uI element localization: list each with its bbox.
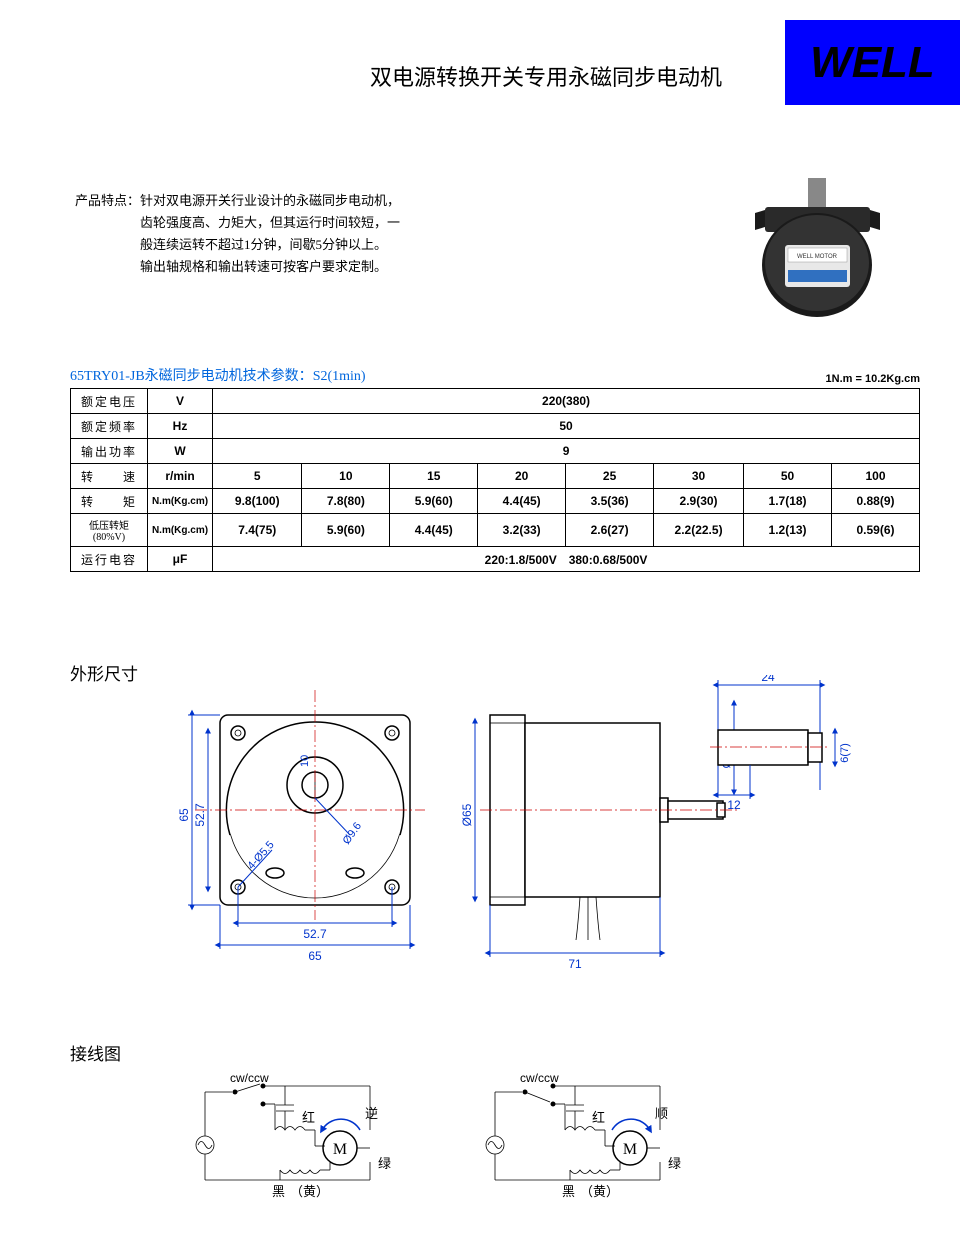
rev-label: 逆 [365, 1106, 378, 1121]
speed-cell: 10 [302, 464, 390, 489]
unit-cell: N.m(Kg.cm) [147, 489, 212, 514]
brand-logo: WELL [785, 20, 960, 105]
spec-title-text: 65TRY01-JB永磁同步电动机技术参数： [70, 369, 313, 384]
power-value: 9 [213, 439, 920, 464]
red-label: 红 [592, 1110, 605, 1125]
dim-527v: 52.7 [193, 803, 207, 827]
lowv-torque-cell: 5.9(60) [302, 514, 390, 547]
dimensions-heading: 外形尺寸 [70, 660, 138, 685]
torque-cell: 9.8(100) [213, 489, 302, 514]
speed-cell: 5 [213, 464, 302, 489]
lowv-torque-cell: 7.4(75) [213, 514, 302, 547]
lowv-torque-cell: 0.59(6) [831, 514, 919, 547]
torque-cell: 5.9(60) [390, 489, 478, 514]
lowv-torque-cell: 1.2(13) [744, 514, 832, 547]
wiring-heading: 接线图 [70, 1040, 121, 1065]
black-label: 黑 [562, 1184, 575, 1199]
dim-10: 10 [299, 755, 311, 767]
red-label: 红 [302, 1110, 315, 1125]
unit-conversion-note: 1N.m = 10.2Kg.cm [826, 373, 920, 385]
dim-24: 24 [761, 675, 775, 684]
lowv-torque-cell: 3.2(33) [478, 514, 566, 547]
product-photo: WELL MOTOR [750, 175, 885, 325]
lowv-torque-cell: 2.2(22.5) [654, 514, 744, 547]
speed-cell: 20 [478, 464, 566, 489]
cwccw-label: cw/ccw [520, 1071, 559, 1085]
yellow-label: （黄） [290, 1184, 329, 1199]
dim-65v: 65 [177, 808, 191, 822]
dim-phi65: Ø65 [460, 803, 474, 826]
green-label: 绿 [378, 1156, 391, 1171]
table-row: 低压转矩(80%V) N.m(Kg.cm) 7.4(75) 5.9(60) 4.… [71, 514, 920, 547]
features-label: 产品特点： [75, 193, 140, 208]
black-label: 黑 [272, 1184, 285, 1199]
table-row: 运行电容 μF 220:1.8/500V 380:0.68/500V [71, 547, 920, 572]
freq-value: 50 [213, 414, 920, 439]
features-line4: 输出轴规格和输出转速可按客户要求定制。 [140, 256, 400, 278]
unit-cell: W [147, 439, 212, 464]
speed-cell: 25 [566, 464, 654, 489]
lowv-torque-cell: 4.4(45) [390, 514, 478, 547]
features-line2: 齿轮强度高、力矩大，但其运行时间较短，一 [140, 212, 400, 234]
row-label: 输出功率 [71, 439, 148, 464]
table-row: 额定电压 V 220(380) [71, 389, 920, 414]
yellow-label: （黄） [580, 1184, 619, 1199]
torque-cell: 7.8(80) [302, 489, 390, 514]
spec-table: 额定电压 V 220(380) 额定频率 Hz 50 输出功率 W 9 转 速 … [70, 388, 920, 572]
features-line3: 般连续运转不超过1分钟，间歇5分钟以上。 [140, 234, 400, 256]
motor-m: M [623, 1141, 637, 1158]
table-row: 输出功率 W 9 [71, 439, 920, 464]
brand-logo-text: WELL [810, 38, 935, 88]
svg-text:WELL MOTOR: WELL MOTOR [797, 254, 838, 260]
dim-12: 12 [727, 798, 741, 812]
table-row: 转 速 r/min 5 10 15 20 25 30 50 100 [71, 464, 920, 489]
motor-m: M [333, 1141, 347, 1158]
wiring-ccw: cw/ccw M [196, 1071, 391, 1199]
speed-cell: 50 [744, 464, 832, 489]
unit-cell: μF [147, 547, 212, 572]
green-label: 绿 [668, 1156, 681, 1171]
spec-table-title: 65TRY01-JB永磁同步电动机技术参数：S2(1min) [70, 365, 366, 385]
torque-cell: 4.4(45) [478, 489, 566, 514]
dim-67: 6(7) [839, 743, 851, 763]
speed-cell: 30 [654, 464, 744, 489]
row-label: 额定电压 [71, 389, 148, 414]
features-line1: 针对双电源开关行业设计的永磁同步电动机， [140, 193, 400, 208]
spec-title-s2: S2(1min) [313, 369, 366, 384]
wiring-cw: cw/ccw M 红 顺 绿 黑 [486, 1071, 681, 1199]
lowv-torque-cell: 2.6(27) [566, 514, 654, 547]
dimension-drawing: 65 52.7 52.7 65 10 Ø9.6 4-Ø5.5 [170, 675, 870, 985]
row-label: 运行电容 [71, 547, 148, 572]
page-title: 双电源转换开关专用永磁同步电动机 [370, 60, 722, 92]
torque-cell: 0.88(9) [831, 489, 919, 514]
dim-71: 71 [568, 957, 582, 971]
torque-cell: 3.5(36) [566, 489, 654, 514]
dim-527h: 52.7 [303, 927, 327, 941]
row-label: 额定频率 [71, 414, 148, 439]
unit-cell: N.m(Kg.cm) [147, 514, 212, 547]
cap-value: 220:1.8/500V 380:0.68/500V [213, 547, 920, 572]
speed-cell: 100 [831, 464, 919, 489]
cwccw-label: cw/ccw [230, 1071, 269, 1085]
wiring-diagram: cw/ccw M [190, 1070, 770, 1220]
torque-cell: 1.7(18) [744, 489, 832, 514]
table-row: 额定频率 Hz 50 [71, 414, 920, 439]
row-label: 低压转矩(80%V) [71, 514, 148, 547]
row-label: 转 速 [71, 464, 148, 489]
table-row: 转 矩 N.m(Kg.cm) 9.8(100) 7.8(80) 5.9(60) … [71, 489, 920, 514]
unit-cell: V [147, 389, 212, 414]
unit-cell: r/min [147, 464, 212, 489]
row-label: 转 矩 [71, 489, 148, 514]
unit-cell: Hz [147, 414, 212, 439]
torque-cell: 2.9(30) [654, 489, 744, 514]
dim-65h: 65 [308, 949, 322, 963]
speed-cell: 15 [390, 464, 478, 489]
fwd-label: 顺 [655, 1106, 668, 1121]
voltage-value: 220(380) [213, 389, 920, 414]
product-features: 产品特点：针对双电源开关行业设计的永磁同步电动机， 齿轮强度高、力矩大，但其运行… [75, 190, 400, 278]
